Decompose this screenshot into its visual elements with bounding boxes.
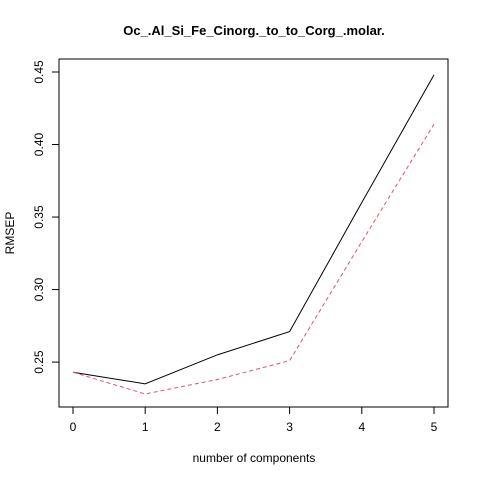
x-tick-label: 4 xyxy=(358,420,365,434)
x-tick-label: 1 xyxy=(142,420,149,434)
series-group xyxy=(72,74,435,395)
x-tick-label: 0 xyxy=(70,420,77,434)
plot-frame xyxy=(58,58,449,408)
x-axis-label: number of components xyxy=(193,451,316,465)
y-tick-label: 0.45 xyxy=(32,60,46,84)
y-tick-label: 0.35 xyxy=(32,205,46,229)
x-tick-label: 2 xyxy=(214,420,221,434)
series-line-1 xyxy=(72,74,435,385)
chart-title: Oc_.Al_Si_Fe_Cinorg._to_to_Corg_.molar. xyxy=(123,23,385,38)
y-tick-label: 0.30 xyxy=(32,278,46,302)
y-tick-label: 0.25 xyxy=(32,350,46,374)
x-tick-label: 5 xyxy=(431,420,438,434)
series-line-2 xyxy=(72,123,435,395)
y-tick-label: 0.40 xyxy=(32,133,46,157)
y-axis: 0.25 0.30 0.35 0.40 0.45 xyxy=(32,60,59,374)
x-tick-label: 3 xyxy=(286,420,293,434)
x-axis: 0 1 2 3 4 5 xyxy=(70,407,438,434)
y-axis-label: RMSEP xyxy=(3,212,17,255)
